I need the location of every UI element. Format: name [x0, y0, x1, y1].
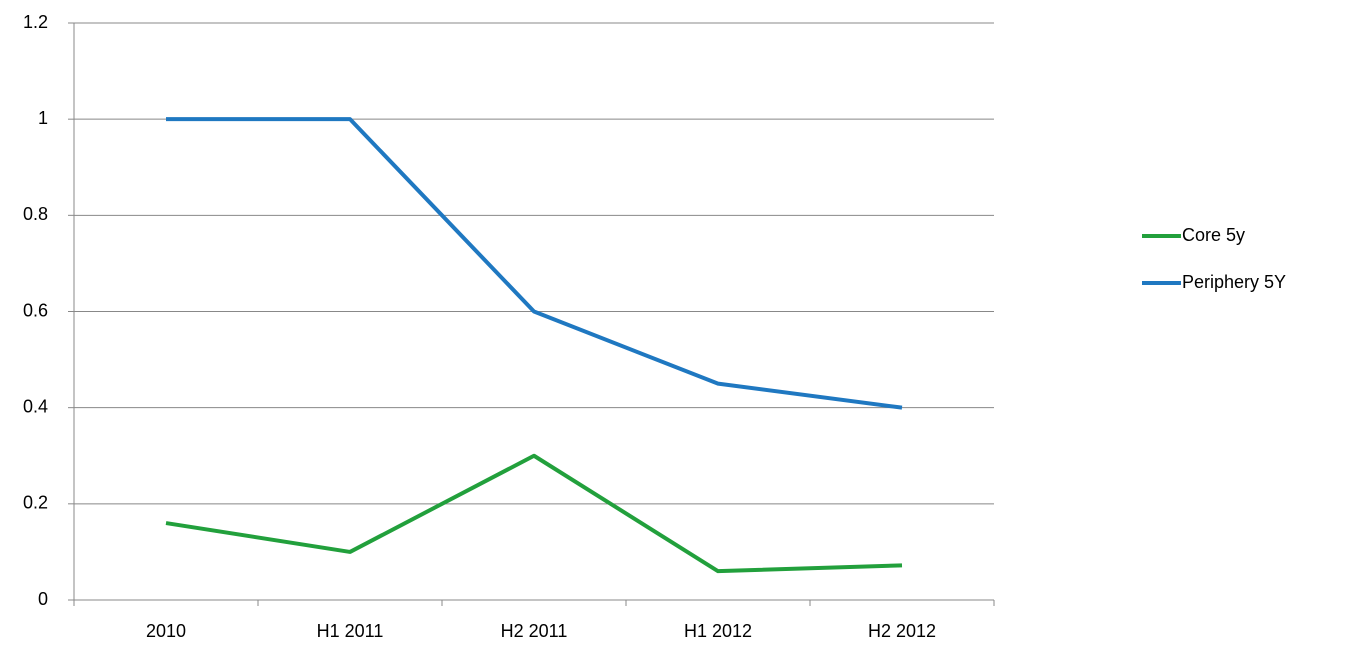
x-tick-label: H1 2011 — [317, 621, 384, 641]
y-tick-label: 0.8 — [23, 204, 48, 224]
y-tick-label: 1.2 — [23, 12, 48, 32]
legend-label: Periphery 5Y — [1182, 272, 1286, 292]
y-tick-label: 0.6 — [23, 300, 48, 320]
y-tick-label: 0 — [38, 589, 48, 609]
y-tick-label: 0.2 — [23, 493, 48, 513]
y-tick-label: 1 — [38, 108, 48, 128]
series-line — [165, 453, 903, 574]
x-tick-label: H2 2012 — [868, 621, 936, 641]
legend-label: Core 5y — [1182, 225, 1245, 245]
x-tick-label: H2 2011 — [501, 621, 568, 641]
series-line — [166, 117, 903, 410]
x-tick-label: H1 2012 — [684, 621, 752, 641]
x-tick-label: 2010 — [146, 621, 186, 641]
y-tick-label: 0.4 — [23, 396, 48, 416]
